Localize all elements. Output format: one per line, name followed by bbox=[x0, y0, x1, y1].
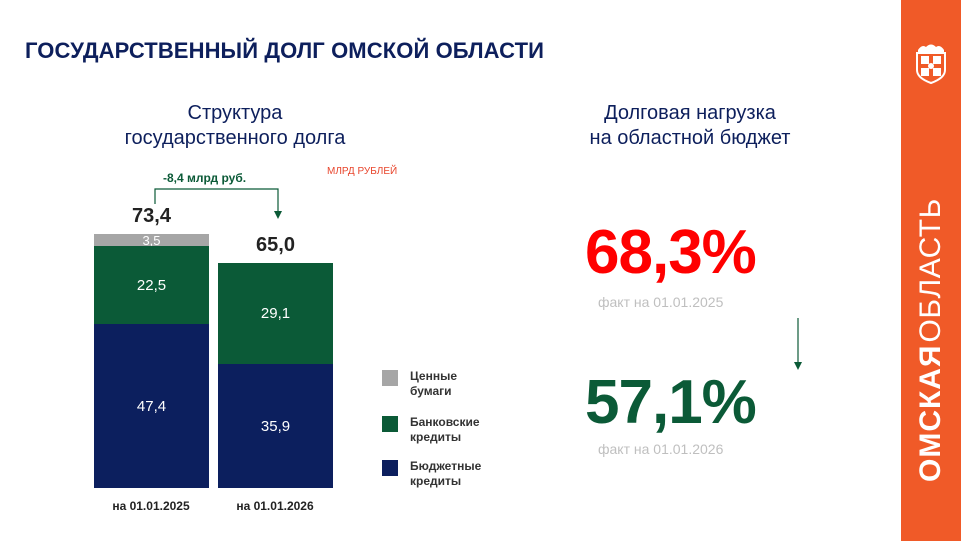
bar-2025-securities: 3,5 bbox=[94, 232, 209, 248]
x-label-2026: на 01.01.2026 bbox=[236, 499, 314, 513]
debt-burden-title-line2: на областной бюджет bbox=[589, 127, 791, 149]
legend-item-budget-loans: Бюджетные кредиты bbox=[382, 459, 510, 489]
debt-burden-2025-note: факт на 01.01.2025 bbox=[598, 294, 724, 310]
legend-label-securities: Ценные бумаги bbox=[410, 369, 510, 399]
legend-item-securities: Ценные бумаги bbox=[382, 369, 510, 399]
bar-2025-bank-loans-value: 22,5 bbox=[136, 276, 167, 294]
legend-swatch-securities bbox=[382, 370, 398, 386]
page-title: ГОСУДАРСТВЕННЫЙ ДОЛГ ОМСКОЙ ОБЛАСТИ bbox=[25, 38, 545, 63]
brand-wordmark: ОМСКАЯ ОБЛАСТЬ bbox=[914, 198, 947, 482]
legend-label-budget-loans: Бюджетные кредиты bbox=[410, 459, 510, 489]
bar-2026-bank-loans: 29,1 bbox=[218, 263, 333, 364]
brand-wordmark-bold: ОМСКАЯ bbox=[914, 344, 947, 482]
brand-wordmark-light: ОБЛАСТЬ bbox=[914, 198, 947, 343]
legend-label-line2: бумаги bbox=[410, 384, 452, 398]
debt-burden-2025-value: 68,3% bbox=[585, 218, 757, 287]
legend-swatch-budget-loans bbox=[382, 460, 398, 476]
legend-item-bank-loans: Банковские кредиты bbox=[382, 415, 510, 445]
debt-burden-2026-value: 57,1% bbox=[585, 368, 757, 437]
delta-label: -8,4 млрд руб. bbox=[163, 171, 247, 185]
legend-label-line1: Ценные bbox=[410, 369, 458, 383]
debt-burden-title: Долговая нагрузка на областной бюджет bbox=[560, 101, 820, 151]
bar-total-2026: 65,0 bbox=[256, 234, 295, 256]
legend-swatch-bank-loans bbox=[382, 416, 398, 432]
brand-band bbox=[901, 0, 961, 541]
bar-2026-budget-loans-value: 35,9 bbox=[260, 417, 291, 435]
debt-structure-title-line1: Структура bbox=[187, 102, 283, 124]
debt-structure-title: Структура государственного долга bbox=[90, 101, 380, 151]
bar-2026-budget-loans: 35,9 bbox=[218, 364, 333, 488]
legend-label-line2: кредиты bbox=[410, 474, 462, 488]
legend-label-bank-loans: Банковские кредиты bbox=[410, 415, 510, 445]
coat-of-arms-icon bbox=[916, 44, 946, 84]
debt-structure-title-line2: государственного долга bbox=[124, 127, 346, 149]
bar-2025-budget-loans-value: 47,4 bbox=[136, 397, 167, 415]
delta-connector-arrow bbox=[154, 188, 282, 219]
legend-label-line2: кредиты bbox=[410, 430, 462, 444]
bar-total-2025: 73,4 bbox=[132, 205, 171, 227]
debt-burden-2026-note: факт на 01.01.2026 bbox=[598, 441, 724, 457]
legend-label-line1: Банковские bbox=[410, 415, 480, 429]
bar-2025-securities-value: 3,5 bbox=[142, 232, 161, 248]
legend-label-line1: Бюджетные bbox=[410, 459, 482, 473]
bar-2025-budget-loans: 47,4 bbox=[94, 324, 209, 488]
bar-2025-bank-loans: 22,5 bbox=[94, 246, 209, 324]
x-label-2025: на 01.01.2025 bbox=[112, 499, 190, 513]
bar-2026-bank-loans-value: 29,1 bbox=[260, 305, 291, 322]
unit-label: МЛРД РУБЛЕЙ bbox=[327, 166, 398, 177]
debt-burden-title-line1: Долговая нагрузка bbox=[604, 102, 776, 124]
